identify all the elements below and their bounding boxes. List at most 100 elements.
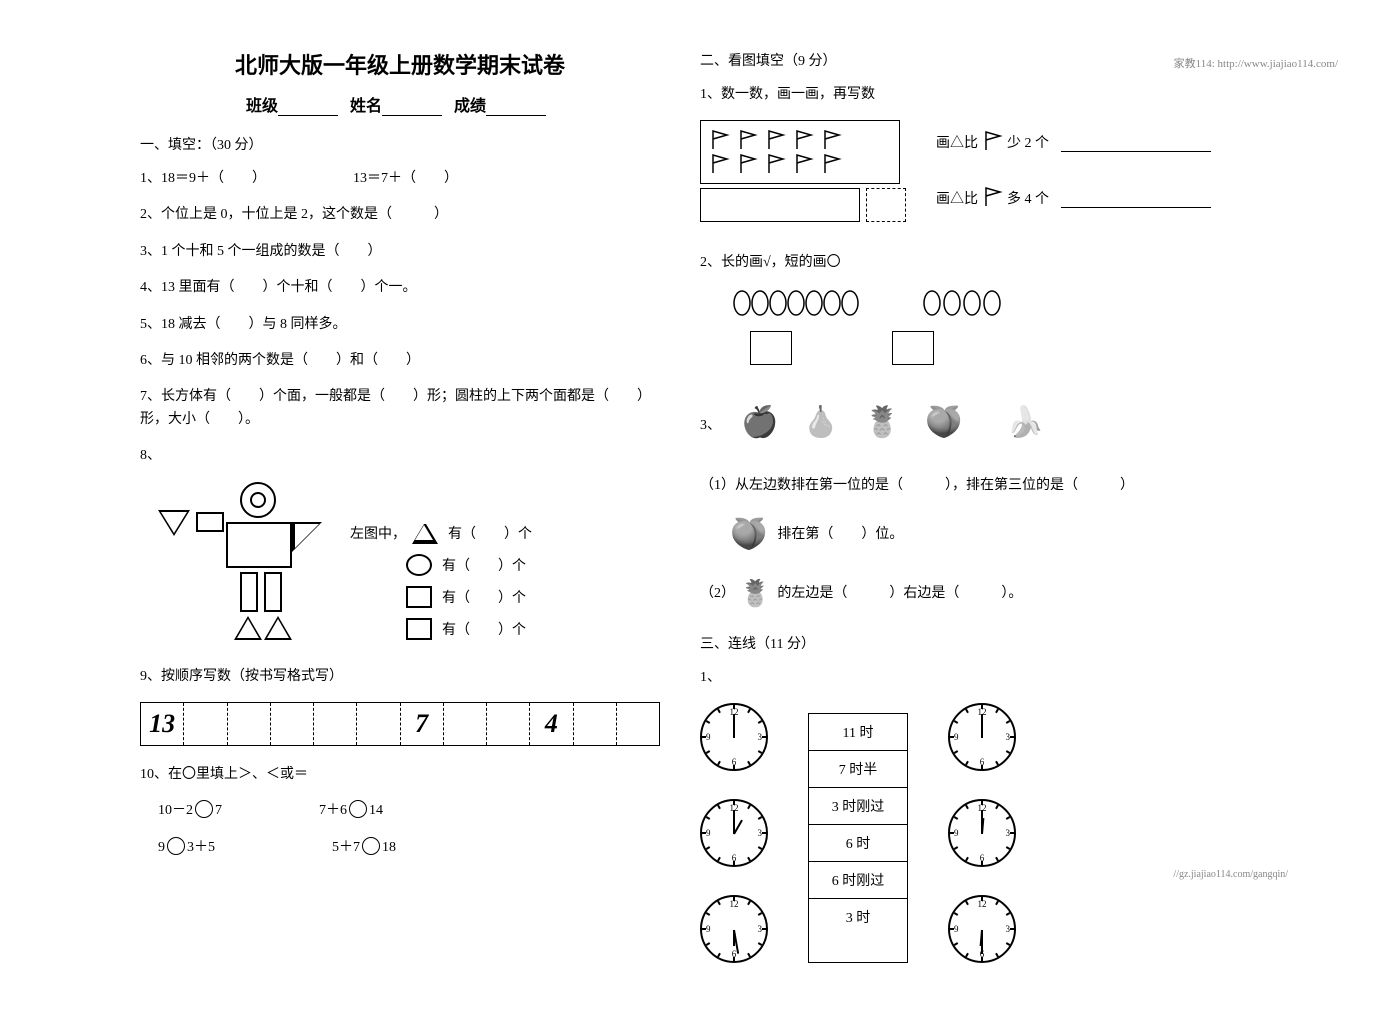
- clock: 12369: [700, 799, 768, 867]
- compare-circle: [362, 837, 380, 855]
- q7: 7、长方体有（ ）个面，一般都是（ ）形；圆柱的上下两个面都是（ ）形，大小（ …: [140, 386, 660, 431]
- strip-cell: [228, 703, 271, 745]
- flag-left: [700, 120, 906, 226]
- time-option: 7 时半: [809, 751, 907, 788]
- q8-tri: 有（ ）个: [448, 523, 532, 543]
- q8-sq: 有（ ）个: [442, 587, 526, 607]
- strip-cell: 7: [401, 703, 444, 745]
- right-column: 二、看图填空（9 分） 1、数一数，画一画，再写数: [680, 40, 1240, 963]
- blank-name: [382, 102, 442, 116]
- row-circ: 有（ ）个: [350, 554, 532, 576]
- strip-cell: [444, 703, 487, 745]
- flag-icon: [709, 153, 731, 175]
- flag-icon: [821, 153, 843, 175]
- q2: 2、个位上是 0，十位上是 2，这个数是（ ）: [140, 204, 660, 226]
- section3-heading: 三、连线（11 分）: [700, 633, 1220, 653]
- s2-q3: 3、 🍎 🍐 🍍 🍑 🍌: [700, 391, 1220, 461]
- answer-box: [892, 331, 934, 365]
- clock-grid: 123691236912369 11 时7 时半3 时刚过6 时6 时刚过3 时…: [700, 703, 1220, 963]
- q10-2a: 9: [158, 840, 165, 855]
- r2a: 画△比: [936, 192, 978, 207]
- pear-icon: 🍐: [802, 399, 839, 447]
- robot-figure: [140, 482, 320, 652]
- clock: 12369: [948, 799, 1016, 867]
- strip-cell: [314, 703, 357, 745]
- footer-url: //gz.jiajiao114.com/gangqin/: [1173, 869, 1288, 880]
- q3-mid-text: 排在第（ ）位。: [777, 524, 903, 546]
- flag-icon: [982, 186, 1004, 208]
- left-column: 北师大版一年级上册数学期末试卷 班级 姓名 成绩 一、填空：（30 分） 1、1…: [120, 40, 680, 963]
- flag-icon: [765, 129, 787, 151]
- row-intro: 左图中， 有（ ）个: [350, 522, 532, 544]
- strip-cell: [184, 703, 227, 745]
- flag-exercise: 画△比 少 2 个 画△比 多 4 个: [700, 120, 1220, 226]
- s3-q1: 1、: [700, 667, 1220, 689]
- flag-icon: [737, 129, 759, 151]
- q8-label: 8、: [140, 448, 161, 463]
- title: 北师大版一年级上册数学期末试卷: [140, 48, 660, 80]
- clock: 12369: [700, 895, 768, 963]
- q4: 4、13 里面有（ ）个十和（ ）个一。: [140, 277, 660, 299]
- strip-cell: [574, 703, 617, 745]
- blank-score: [486, 102, 546, 116]
- answer-blank: [1061, 194, 1211, 208]
- q10: 10、在〇里填上＞、＜或＝: [140, 764, 660, 786]
- balloon-long: [730, 289, 870, 329]
- q1a: 1、18＝9＋（ ）: [140, 171, 266, 186]
- q10-row1: 10－27 7＋614: [140, 800, 660, 822]
- q8-intro-text: 左图中，: [350, 523, 406, 543]
- q8: 8、: [140, 445, 660, 467]
- balloon-short: [920, 289, 1020, 329]
- flag-icon: [821, 129, 843, 151]
- strip-cell: [357, 703, 400, 745]
- q8-rect: 有（ ）个: [442, 619, 526, 639]
- draw-row: [700, 188, 906, 222]
- q5: 5、18 减去（ ）与 8 同样多。: [140, 314, 660, 336]
- strip-cell: [487, 703, 530, 745]
- clock: 12369: [948, 703, 1016, 771]
- blank-class: [278, 102, 338, 116]
- flag-icon: [709, 129, 731, 151]
- triangle-icon: [412, 522, 438, 544]
- flag-icon: [793, 153, 815, 175]
- draw-box: [700, 188, 860, 222]
- flag-icon: [982, 130, 1004, 152]
- q10-2c: 5＋7: [332, 840, 360, 855]
- shape-block: 左图中， 有（ ）个 有（ ）个 有（ ）个 有（: [140, 482, 660, 652]
- right-line2: 画△比 多 4 个: [936, 186, 1211, 208]
- pineapple-icon: 🍍: [864, 399, 901, 447]
- flag-row: [709, 129, 891, 151]
- time-option: 11 时: [809, 714, 907, 751]
- q3-label: 3、: [700, 415, 721, 437]
- r2b: 多 4 个: [1007, 192, 1049, 207]
- count-box: [866, 188, 906, 222]
- compare-circle: [349, 800, 367, 818]
- row-sq: 有（ ）个: [350, 586, 532, 608]
- section1-heading: 一、填空：（30 分）: [140, 134, 660, 154]
- q9: 9、按顺序写数（按书写格式写）: [140, 666, 660, 688]
- peach-icon: 🍑: [730, 511, 767, 559]
- banana-icon: 🍌: [1006, 399, 1043, 447]
- strip-cell: 4: [530, 703, 573, 745]
- q3-mid: 🍑 排在第（ ）位。: [730, 511, 1220, 559]
- circle-icon: [406, 554, 432, 576]
- balloons: [730, 289, 1220, 329]
- flag-icon: [765, 153, 787, 175]
- r1a: 画△比: [936, 136, 978, 151]
- q10-1d: 14: [369, 803, 383, 818]
- label-class: 班级: [246, 98, 278, 115]
- row-rect: 有（ ）个: [350, 618, 532, 640]
- q10-1c: 7＋6: [319, 803, 347, 818]
- q6: 6、与 10 相邻的两个数是（ ）和（ ）: [140, 350, 660, 372]
- clock: 12369: [948, 895, 1016, 963]
- flag-icon: [793, 129, 815, 151]
- strip-cell: 13: [141, 703, 184, 745]
- q10-row2: 93＋5 5＋718: [140, 837, 660, 859]
- time-option: 3 时: [809, 899, 907, 935]
- number-strip: 13 7 4: [140, 702, 660, 746]
- q3: 3、1 个十和 5 个一组成的数是（ ）: [140, 241, 660, 263]
- peach-icon: 🍑: [925, 399, 962, 447]
- shape-lines: 左图中， 有（ ）个 有（ ）个 有（ ）个 有（: [350, 512, 532, 650]
- flag-icon: [737, 153, 759, 175]
- time-option: 6 时: [809, 825, 907, 862]
